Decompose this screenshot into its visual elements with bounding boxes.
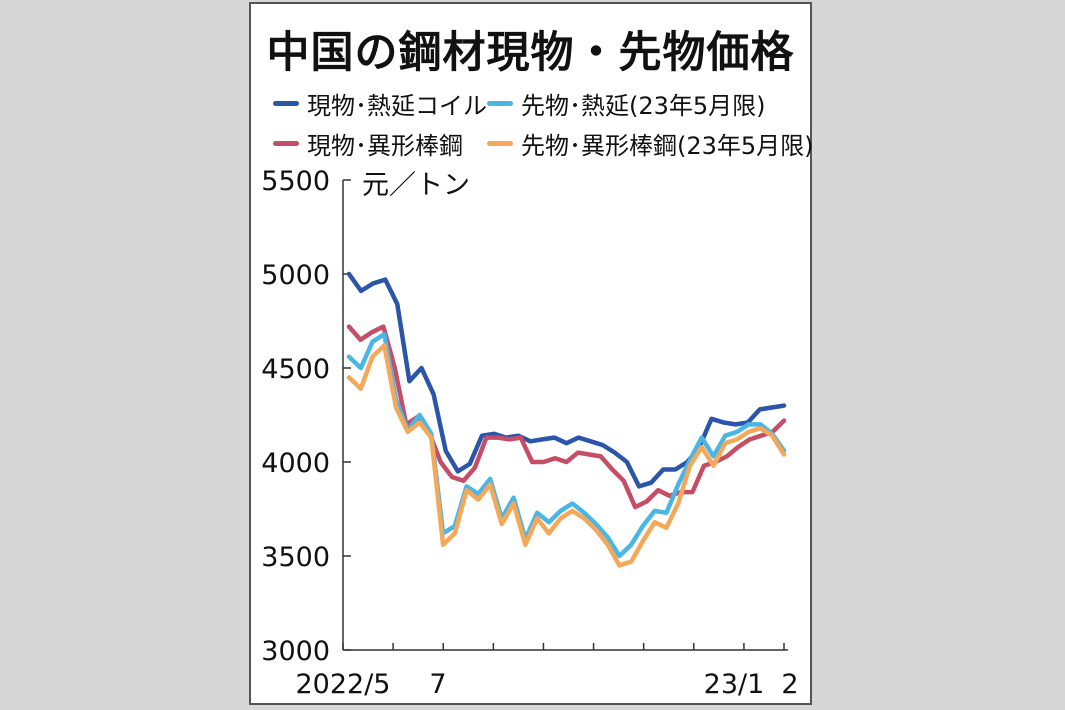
legend-swatch-spot-rebar xyxy=(273,141,299,146)
chart-title: 中国の鋼材現物・先物価格 xyxy=(266,28,795,78)
x-tick-label-0: 2022/5 xyxy=(296,669,391,700)
y-tick-label-4: 3500 xyxy=(261,542,330,573)
x-tick-label-2: 23/1 xyxy=(704,669,765,700)
y-unit-label: 元／トン xyxy=(362,170,470,201)
legend-item-futures-rebar: 先物･異形棒鋼(23年5月限) xyxy=(487,126,814,161)
x-tick-label-1: 7 xyxy=(429,669,446,700)
series-line-0 xyxy=(346,271,787,489)
legend-swatch-spot-hot-rolled-coil xyxy=(273,101,299,106)
y-tick-label-0: 5500 xyxy=(261,166,330,197)
series-line-3 xyxy=(346,343,787,568)
legend-label-futures-hot-rolled: 先物･熱延(23年5月限) xyxy=(521,92,766,120)
legend-item-spot-hot-rolled-coil: 現物･熱延コイル xyxy=(273,86,487,121)
x-tick-label-3: 2 xyxy=(781,669,798,700)
legend-swatch-futures-hot-rolled xyxy=(487,101,513,106)
legend-item-spot-rebar: 現物･異形棒鋼 xyxy=(273,126,463,161)
legend-swatch-futures-rebar xyxy=(487,141,513,146)
y-tick-label-1: 5000 xyxy=(261,260,330,291)
legend-label-futures-rebar: 先物･異形棒鋼(23年5月限) xyxy=(521,132,814,160)
legend-label-spot-rebar: 現物･異形棒鋼 xyxy=(307,132,463,160)
legend-label-spot-hot-rolled-coil: 現物･熱延コイル xyxy=(307,92,487,120)
series-line-2 xyxy=(346,331,787,559)
y-tick-label-3: 4000 xyxy=(261,448,330,479)
legend-item-futures-hot-rolled: 先物･熱延(23年5月限) xyxy=(487,86,766,121)
y-tick-label-5: 3000 xyxy=(261,636,330,667)
y-tick-label-2: 4500 xyxy=(261,354,330,385)
series-line-1 xyxy=(346,324,787,510)
